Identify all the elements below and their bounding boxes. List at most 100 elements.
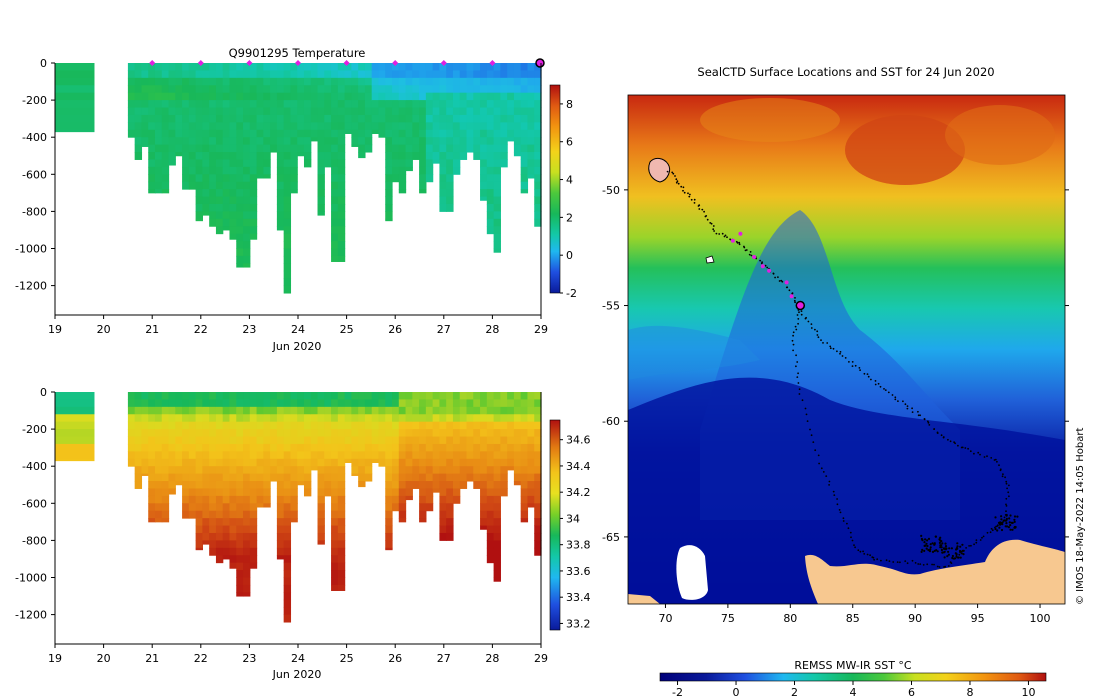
temperature-cell [182,70,190,79]
temperature-cell [182,152,190,160]
temperature-cell [480,144,488,153]
temperature-cell [398,92,407,101]
track-point [836,498,838,500]
temperature-cell [459,63,468,71]
temperature-cell [256,114,264,123]
salinity-cell [215,555,224,564]
salinity-cell [493,570,501,578]
salinity-cell [500,451,508,460]
y-tick-label: -600 [22,497,47,510]
temperature-cell [534,159,542,168]
salinity-cell [473,458,481,467]
salinity-cell [486,436,495,445]
temperature-cell [486,181,495,190]
salinity-cell [473,392,481,400]
temperature-cell [134,70,143,79]
temperature-cell [331,166,339,175]
salinity-cell [263,392,271,400]
salinity-cell [229,518,237,527]
temperature-cell [283,92,292,101]
salinity-cell [249,443,258,452]
salinity-cell [439,481,447,489]
salinity-cell [283,599,292,608]
track-point [688,195,691,198]
salinity-cell [486,443,495,452]
temperature-cell [439,122,447,131]
temperature-cell [358,144,366,153]
temperature-cell [344,70,352,79]
temperature-cell [493,152,501,160]
temperature-cell [256,166,264,175]
salinity-cell [513,466,522,475]
salinity-cell [283,503,292,512]
track-point [927,548,930,552]
track-point [689,193,691,196]
salinity-cell [154,451,163,460]
salinity-cell [337,584,346,591]
temperature-cell [459,100,468,109]
salinity-cell [243,577,251,586]
track-point [968,545,970,547]
temperature-cell [202,152,210,160]
salinity-cell [127,414,136,423]
salinity-cell [439,518,447,527]
salinity-cell [195,421,203,430]
temperature-cell [446,122,454,131]
temperature-cell [243,92,251,101]
salinity-cell [385,392,393,400]
salinity-cell [236,562,244,571]
temperature-cell [222,189,231,198]
track-point [671,171,674,174]
map-x-tick-label: 90 [908,612,922,625]
track-point [983,456,986,458]
salinity-cell [249,458,258,467]
salinity-cell [493,562,501,571]
temperature-cell [202,166,210,175]
temperature-cell [493,159,501,168]
salinity-cell [534,525,542,534]
salinity-cell [195,547,203,551]
salinity-cell [520,399,529,408]
salinity-cell [215,429,224,438]
salinity-cell [229,488,237,497]
salinity-cell [154,414,163,423]
salinity-cell [134,451,143,460]
temperature-cell [358,85,366,94]
salinity-cell [459,443,468,452]
salinity-cell [290,503,298,512]
salinity-cell [527,495,535,504]
temperature-cell [419,70,427,79]
salinity-cell [480,421,488,430]
salinity-cell [276,495,285,504]
salinity-cell [337,399,346,408]
salinity-cell [209,421,217,430]
temperature-cell [195,107,203,116]
temperature-cell [378,63,386,71]
salinity-cell [446,532,454,541]
temperature-cell [439,181,447,190]
track-point [1005,514,1008,517]
salinity-cell [168,436,176,445]
track-point [693,202,696,204]
temperature-cell [358,107,366,116]
salinity-cell [276,518,285,527]
salinity-cell [534,495,542,504]
track-point [954,552,957,555]
salinity-cell [249,429,258,438]
track-point [715,232,718,235]
temperature-cell [276,181,285,190]
temperature-cell [398,152,407,160]
map-x-ticks: 70 75 80 85 90 95 100 [658,604,1051,625]
salinity-cell [229,443,237,452]
temperature-cell [466,129,474,138]
temperature-cell [141,85,149,94]
temperature-cell [202,189,210,198]
temperature-cell [317,189,325,198]
temperature-cell [317,174,325,183]
temperature-cell [134,137,143,146]
temperature-cell [263,166,271,175]
temperature-cell [419,85,427,94]
salinity-cell [324,466,332,475]
temperature-cell [425,114,434,123]
track-point [999,469,1002,472]
